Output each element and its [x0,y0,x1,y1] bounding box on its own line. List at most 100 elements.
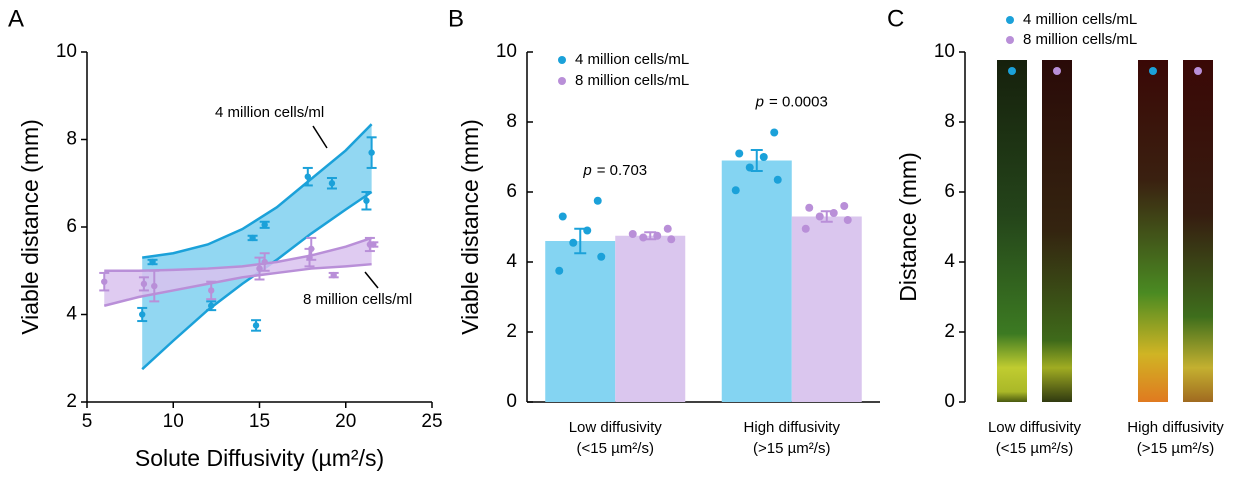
data-point [597,253,605,261]
p-value: p= 0.703 [582,162,647,179]
data-point [639,234,647,242]
column-marker [1053,67,1061,75]
y-tick-label: 10 [496,41,517,62]
y-tick-label: 2 [66,391,77,412]
annotation-leader [313,126,327,148]
data-point [770,129,778,137]
data-point [594,197,602,205]
microscopy-column [997,60,1027,402]
data-point [363,198,369,204]
series-annotation: 4 million cells/ml [215,104,324,121]
legend-marker [558,77,566,85]
data-point [208,287,214,293]
panel-label: B [448,5,464,32]
annotation-leader [365,272,378,288]
data-point [101,278,107,284]
y-tick-label: 8 [506,111,517,132]
y-tick-label: 6 [944,181,955,202]
p-text: = 0.0003 [769,93,828,110]
y-tick-label: 0 [506,391,517,412]
data-point [664,225,672,233]
p-text: = 0.703 [597,162,647,179]
x-tick-label: High diffusivity [744,419,841,436]
data-point [261,259,267,265]
data-point [261,222,267,228]
y-tick-label: 8 [66,129,77,150]
y-tick-label: 0 [944,391,955,412]
data-point [583,227,591,235]
legend-marker [1006,16,1014,24]
data-point [629,230,637,238]
x-tick-label: Low diffusivity [569,419,663,436]
legend-label: 8 million cells/mL [575,72,689,89]
data-point [805,204,813,212]
y-tick-label: 2 [944,321,955,342]
data-point [802,225,810,233]
y-tick-label: 10 [934,41,955,62]
legend-label: 4 million cells/mL [575,51,689,68]
data-point [667,235,675,243]
y-tick-label: 8 [944,111,955,132]
data-point [305,173,311,179]
panel-label: A [8,5,24,32]
y-tick-label: 2 [506,321,517,342]
p-symbol: p [755,93,764,110]
x-axis-title: Solute Diffusivity (µm²/s) [135,445,384,471]
data-point [308,246,314,252]
bar [615,236,685,402]
x-tick-label: 15 [249,411,270,432]
data-point [555,267,563,275]
x-tick-label: 20 [335,411,356,432]
legend-marker [1006,36,1014,44]
bar [545,241,615,402]
data-point [760,153,768,161]
column-marker [1008,67,1016,75]
y-axis-title: Viable distance (mm) [17,119,43,335]
data-point [330,272,336,278]
data-point [208,303,214,309]
y-tick-label: 6 [506,181,517,202]
y-tick-label: 4 [506,251,517,272]
bar [722,161,792,403]
data-point [830,209,838,217]
y-tick-label: 4 [944,251,955,272]
y-tick-label: 10 [56,41,77,62]
x-tick-label: (<15 µm²/s) [577,440,654,457]
x-tick-label: 25 [421,411,442,432]
data-point [569,239,577,247]
data-point [249,235,255,241]
x-tick-label: (<15 µm²/s) [996,440,1073,457]
x-tick-label: 5 [82,411,93,432]
data-point [774,176,782,184]
data-point [141,281,147,287]
data-point [139,311,145,317]
y-axis-title: Distance (mm) [895,152,921,302]
data-point [732,186,740,194]
p-value: p = 0.0003 [755,93,828,110]
column-marker [1149,67,1157,75]
legend-marker [558,56,566,64]
data-point [149,259,155,265]
x-tick-label: High diffusivity [1127,419,1224,436]
data-point [844,216,852,224]
panel-label: C [887,5,904,32]
data-point [653,232,661,240]
y-axis-title: Viable distance (mm) [457,119,483,335]
data-point [151,283,157,289]
data-point [370,241,376,247]
figure: 246810Viable distance (mm)A510152025Solu… [0,0,1243,477]
microscopy-column [1138,60,1168,402]
confidence-band [142,124,371,369]
microscopy-column [1042,60,1072,402]
x-tick-label: (>15 µm²/s) [753,440,830,457]
bar [792,217,862,403]
data-point [735,150,743,158]
data-point [746,164,754,172]
legend-label: 4 million cells/mL [1023,11,1137,28]
data-point [329,180,335,186]
column-marker [1194,67,1202,75]
legend-label: 8 million cells/mL [1023,31,1137,48]
data-point [368,149,374,155]
data-point [559,213,567,221]
x-tick-label: Low diffusivity [988,419,1082,436]
